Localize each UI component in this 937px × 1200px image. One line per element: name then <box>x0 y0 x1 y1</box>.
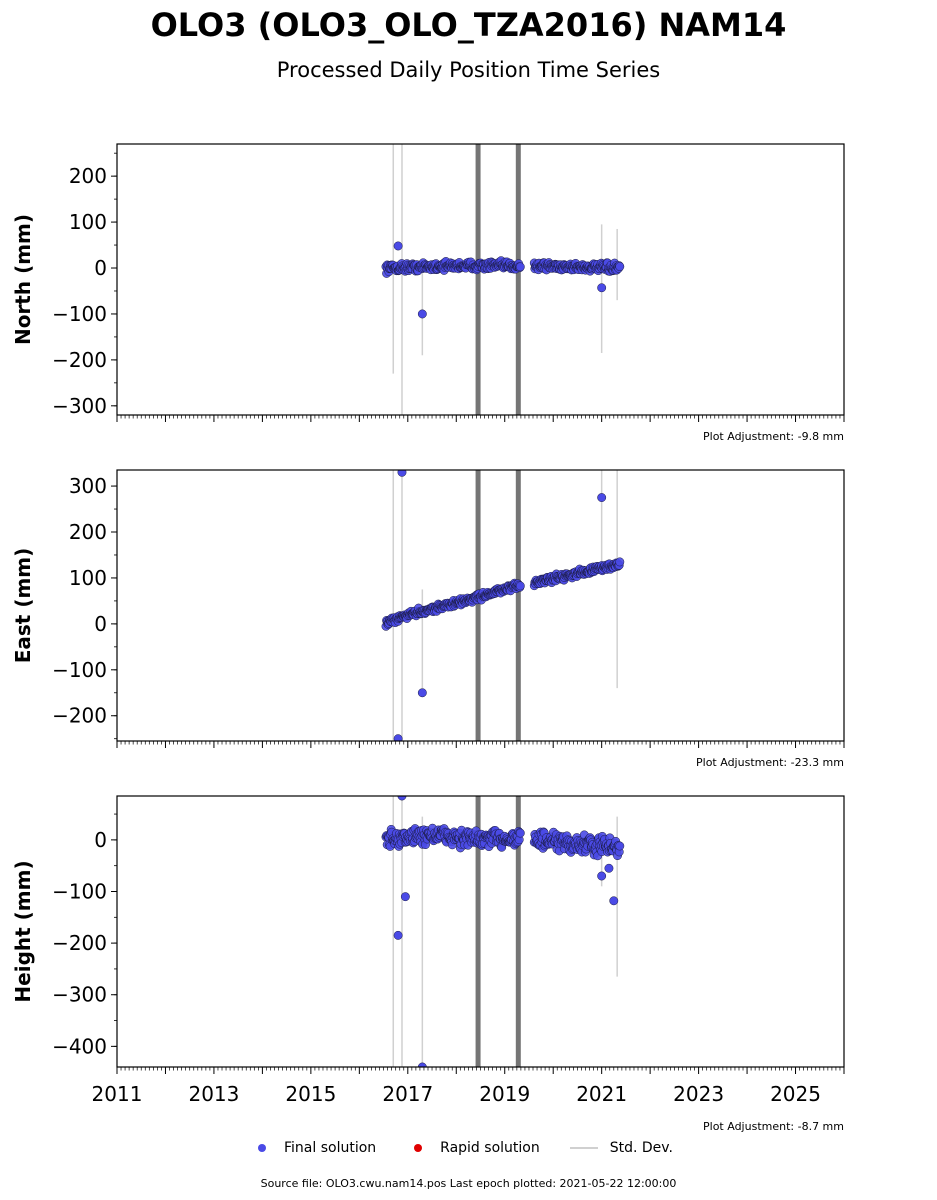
y-tick-label: −300 <box>52 394 107 418</box>
final-marker-icon <box>258 1144 266 1152</box>
data-point <box>615 557 625 567</box>
legend-rapid-label: Rapid solution <box>440 1140 540 1156</box>
outlier-point <box>393 734 403 741</box>
event-line <box>515 796 521 1067</box>
legend-final-label: Final solution <box>284 1140 377 1156</box>
outlier-point <box>417 688 427 698</box>
data-point <box>615 262 625 272</box>
outlier-point <box>597 871 607 881</box>
outlier-point <box>400 892 410 902</box>
figure-title: OLO3 (OLO3_OLO_TZA2016) NAM14 <box>150 6 787 44</box>
outlier-point <box>397 796 407 801</box>
data-points <box>381 241 625 319</box>
plot-adjustment-note: Plot Adjustment: -23.3 mm <box>696 756 844 769</box>
source-footer: Source file: OLO3.cwu.nam14.pos Last epo… <box>260 1177 677 1190</box>
x-tick-label: 2011 <box>92 1082 143 1106</box>
outlier-point <box>604 863 614 873</box>
y-tick-label: −300 <box>52 983 107 1007</box>
data-points <box>381 470 625 741</box>
outlier-point <box>393 930 403 940</box>
x-tick-label: 2023 <box>673 1082 724 1106</box>
data-point <box>515 581 525 591</box>
y-tick-label: −200 <box>52 704 107 728</box>
legend-final: Final solution <box>250 1140 376 1156</box>
y-tick-label: −200 <box>52 931 107 955</box>
plot-adjustment-note: Plot Adjustment: -9.8 mm <box>703 430 844 443</box>
y-tick-label: 0 <box>94 256 107 280</box>
figure-subtitle: Processed Daily Position Time Series <box>276 58 661 82</box>
outlier-point <box>597 493 607 503</box>
legend-std-label: Std. Dev. <box>609 1140 673 1156</box>
x-tick-label: 2021 <box>576 1082 627 1106</box>
y-tick-label: 0 <box>94 612 107 636</box>
x-tick-label: 2019 <box>479 1082 530 1106</box>
y-tick-label: 100 <box>69 566 107 590</box>
legend-rapid: Rapid solution <box>406 1140 540 1156</box>
data-points <box>381 796 625 1067</box>
y-tick-label: −100 <box>52 658 107 682</box>
data-point <box>515 262 525 272</box>
event-line <box>475 470 481 741</box>
outlier-point <box>397 470 407 477</box>
data-point <box>515 828 525 838</box>
y-axis-label: Height (mm) <box>11 860 35 1002</box>
outlier-point <box>393 241 403 251</box>
y-tick-label: −200 <box>52 348 107 372</box>
outlier-point <box>597 283 607 293</box>
x-tick-label: 2017 <box>382 1082 433 1106</box>
data-point <box>615 841 625 851</box>
event-line <box>475 796 481 1067</box>
event-line <box>515 470 521 741</box>
y-tick-label: −100 <box>52 302 107 326</box>
legend: Final solution Rapid solution Std. Dev. <box>250 1138 703 1158</box>
x-tick-label: 2013 <box>188 1082 239 1106</box>
x-tick-label: 2015 <box>285 1082 336 1106</box>
plot-adjustment-note: Plot Adjustment: -8.7 mm <box>703 1120 844 1133</box>
y-tick-label: −100 <box>52 879 107 903</box>
event-line <box>515 144 521 415</box>
y-tick-label: 200 <box>69 164 107 188</box>
x-tick-label: 2025 <box>770 1082 821 1106</box>
outlier-point <box>609 896 619 906</box>
y-tick-label: 200 <box>69 520 107 544</box>
event-line <box>475 144 481 415</box>
outlier-point <box>417 309 427 319</box>
outlier-point <box>417 1062 427 1067</box>
rapid-marker-icon <box>414 1144 423 1152</box>
y-tick-label: −400 <box>52 1034 107 1058</box>
y-tick-label: 300 <box>69 474 107 498</box>
y-axis-label: North (mm) <box>11 214 35 345</box>
y-tick-label: 100 <box>69 210 107 234</box>
y-tick-label: 0 <box>94 828 107 852</box>
std-line-icon <box>569 1147 598 1149</box>
legend-std: Std. Dev. <box>569 1140 673 1156</box>
y-axis-label: East (mm) <box>11 548 35 664</box>
